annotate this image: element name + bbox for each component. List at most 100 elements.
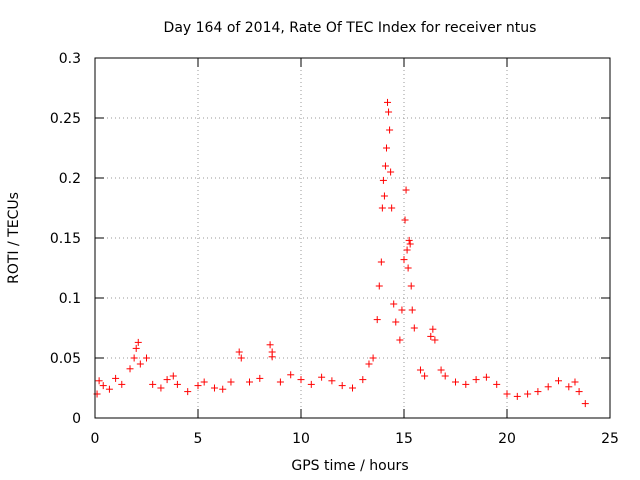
data-point — [396, 336, 404, 344]
data-point — [134, 338, 142, 346]
data-point — [427, 332, 435, 340]
data-point — [169, 372, 177, 380]
x-tick-label: 5 — [194, 431, 203, 447]
y-tick-label: 0.15 — [50, 231, 81, 247]
data-point — [405, 236, 413, 244]
data-point — [382, 144, 390, 152]
x-tick-label: 10 — [292, 431, 310, 447]
data-point — [365, 360, 373, 368]
grid — [95, 58, 610, 418]
data-point — [534, 388, 542, 396]
data-point — [200, 378, 208, 386]
data-point — [503, 390, 511, 398]
data-point — [184, 388, 192, 396]
data-point — [256, 374, 264, 382]
data-point — [378, 204, 386, 212]
data-point — [384, 98, 392, 106]
data-point — [565, 383, 573, 391]
data-point — [392, 318, 400, 326]
data-point — [349, 384, 356, 392]
data-point — [387, 168, 395, 176]
y-tick-label: 0.1 — [59, 291, 81, 307]
data-point — [173, 380, 181, 388]
data-point — [581, 400, 589, 408]
y-tick-label: 0.2 — [59, 171, 81, 187]
data-point — [143, 354, 150, 362]
y-tick-label: 0 — [72, 411, 81, 427]
data-point — [388, 204, 396, 212]
data-point — [163, 376, 171, 384]
data-point — [112, 374, 120, 382]
data-point — [227, 378, 235, 386]
data-point — [431, 336, 439, 344]
data-point — [237, 354, 245, 362]
data-point — [400, 256, 408, 264]
data-point — [493, 380, 501, 388]
data-point — [403, 246, 411, 254]
data-point — [379, 176, 387, 184]
data-point — [338, 382, 346, 390]
x-axis-label: GPS time / hours — [291, 458, 408, 474]
data-point — [416, 366, 424, 374]
data-point — [401, 216, 409, 224]
data-point — [472, 376, 480, 384]
data-point — [575, 388, 583, 396]
data-point — [381, 162, 389, 170]
data-point — [210, 384, 218, 392]
data-point — [132, 344, 140, 352]
data-point — [105, 385, 113, 393]
data-point — [462, 380, 470, 388]
data-point — [136, 360, 144, 368]
data-point — [404, 264, 412, 272]
data-point — [408, 306, 416, 314]
data-point — [407, 282, 415, 290]
data-point — [246, 378, 253, 386]
data-point — [276, 378, 284, 386]
y-tick-label: 0.3 — [59, 51, 81, 67]
data-point — [266, 341, 274, 349]
data-point — [421, 372, 429, 380]
data-point — [307, 380, 315, 388]
data-point — [328, 377, 336, 385]
chart-title: Day 164 of 2014, Rate Of TEC Index for r… — [164, 20, 537, 36]
data-point — [555, 377, 562, 385]
data-point — [235, 348, 243, 356]
data-point — [287, 371, 295, 379]
y-tick-label: 0.05 — [50, 351, 81, 367]
data-point — [437, 366, 445, 374]
data-point — [130, 354, 138, 362]
data-point — [524, 390, 532, 398]
data-point — [482, 373, 490, 381]
data-point — [95, 377, 103, 385]
data-point — [318, 373, 326, 381]
data-point — [373, 316, 381, 324]
data-point — [126, 365, 134, 373]
data-point — [99, 382, 107, 390]
data-point — [377, 258, 385, 266]
data-point — [268, 353, 276, 361]
data-point — [369, 354, 377, 362]
data-point — [219, 385, 227, 393]
x-tick-label: 15 — [395, 431, 413, 447]
data-point — [441, 372, 449, 380]
axis-ticks — [94, 57, 611, 419]
x-axis-tick-labels: 0 5 10 15 20 25 — [91, 431, 619, 447]
data-point — [398, 306, 406, 314]
x-tick-label: 20 — [498, 431, 516, 447]
data-point — [410, 324, 418, 332]
data-point — [375, 282, 383, 290]
y-axis-label: ROTI / TECUs — [6, 192, 22, 284]
data-point — [390, 300, 398, 308]
data-point — [385, 108, 393, 116]
data-point — [571, 378, 579, 386]
data-point — [544, 383, 552, 391]
data-point — [297, 376, 305, 384]
x-tick-label: 0 — [91, 431, 100, 447]
data-point — [386, 126, 394, 134]
data-point — [149, 380, 157, 388]
y-axis-tick-labels: 0 0.05 0.1 0.15 0.2 0.25 0.3 — [50, 51, 81, 427]
y-tick-label: 0.25 — [50, 111, 81, 127]
data-point — [429, 325, 437, 333]
data-points — [93, 98, 589, 408]
